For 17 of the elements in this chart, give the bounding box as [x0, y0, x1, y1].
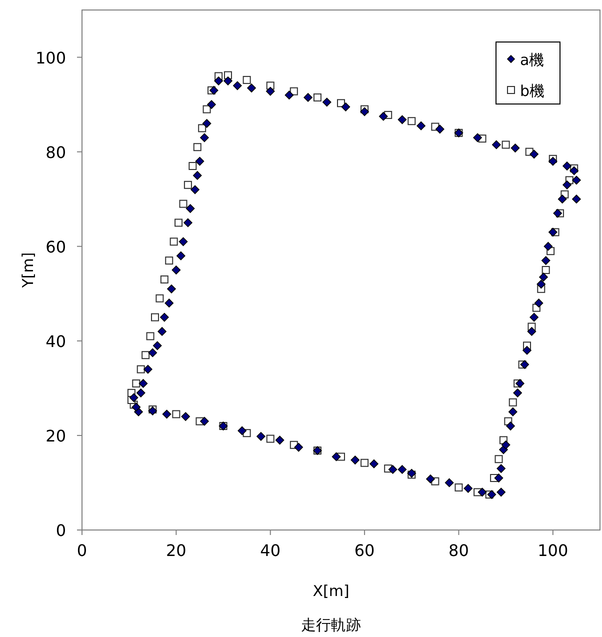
y-tick: 40 [46, 332, 66, 351]
x-tick: 80 [448, 541, 469, 560]
x-tick: 40 [260, 541, 281, 560]
x-tick: 20 [166, 541, 186, 560]
x-tick: 0 [76, 541, 88, 560]
y-tick: 100 [35, 48, 66, 68]
legend-label: b機 [520, 82, 545, 100]
x-tick: 100 [538, 541, 568, 560]
y-tick: 0 [56, 521, 66, 540]
y-tick: 80 [46, 142, 66, 162]
y-tick: 60 [46, 237, 66, 256]
y-tick: 20 [46, 426, 66, 446]
legend-label: a機 [520, 51, 544, 69]
y-label: Y[m] [19, 252, 37, 288]
x-label: X[m] [312, 582, 350, 600]
title: 走行軌跡 [301, 616, 361, 634]
x-tick: 60 [354, 541, 375, 560]
